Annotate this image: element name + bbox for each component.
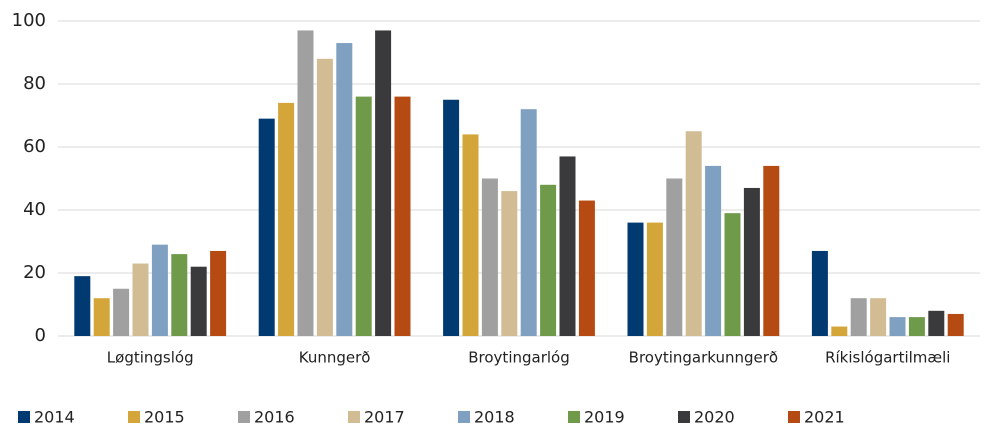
bar	[171, 254, 188, 336]
bar	[646, 222, 663, 336]
legend-swatch	[348, 411, 360, 423]
legend-swatch	[18, 411, 30, 423]
bar	[394, 96, 411, 336]
y-tick-label: 0	[35, 325, 46, 346]
bar	[870, 298, 887, 336]
bar	[908, 317, 925, 336]
bar	[763, 165, 780, 336]
bar	[520, 109, 537, 336]
bar	[627, 222, 644, 336]
legend-swatch	[788, 411, 800, 423]
bar	[705, 165, 722, 336]
legend-swatch	[678, 411, 690, 423]
bar	[258, 118, 275, 337]
legend-swatch	[458, 411, 470, 423]
bar	[685, 131, 702, 336]
bar	[724, 213, 741, 336]
legend-label: 2017	[364, 408, 405, 427]
legend-label: 2019	[584, 408, 625, 427]
bar	[210, 250, 227, 336]
bar	[743, 187, 760, 336]
bar	[501, 191, 518, 336]
legend-label: 2016	[254, 408, 295, 427]
y-tick-label: 60	[23, 136, 46, 157]
x-tick-label: Broytingarkunngerð	[629, 349, 778, 367]
legend-swatch	[128, 411, 140, 423]
bar	[578, 200, 595, 336]
bar	[132, 263, 149, 336]
bar	[336, 43, 353, 337]
legend-label: 2018	[474, 408, 515, 427]
bar	[74, 276, 91, 336]
bar	[811, 250, 828, 336]
bar	[481, 178, 498, 336]
bar	[889, 317, 906, 336]
bar	[928, 310, 945, 336]
x-tick-label: Løgtingslóg	[107, 349, 194, 367]
bar	[151, 244, 168, 336]
bar	[375, 30, 392, 336]
bar	[443, 99, 460, 336]
y-tick-label: 100	[12, 10, 46, 31]
bar	[540, 184, 557, 336]
x-tick-label: Broytingarlóg	[468, 349, 569, 367]
x-tick-label: Ríkislógartilmæli	[825, 349, 950, 367]
x-tick-label: Kunngerð	[299, 349, 371, 367]
bar	[278, 102, 295, 337]
bar	[190, 266, 207, 336]
legend-swatch	[238, 411, 250, 423]
bar	[93, 298, 110, 336]
bar	[297, 30, 314, 336]
bar	[462, 134, 479, 336]
bar	[559, 156, 576, 336]
bar	[355, 96, 372, 336]
bar	[316, 58, 333, 337]
y-tick-label: 80	[23, 73, 46, 94]
bar	[850, 298, 867, 336]
bar	[666, 178, 683, 336]
y-tick-label: 40	[23, 199, 46, 220]
legend-swatch	[568, 411, 580, 423]
legend-label: 2015	[144, 408, 185, 427]
y-tick-label: 20	[23, 262, 46, 283]
bar	[947, 313, 964, 336]
bar	[113, 288, 130, 336]
legend-label: 2021	[804, 408, 845, 427]
bar	[831, 326, 848, 336]
legend-label: 2014	[34, 408, 75, 427]
legend-label: 2020	[694, 408, 735, 427]
